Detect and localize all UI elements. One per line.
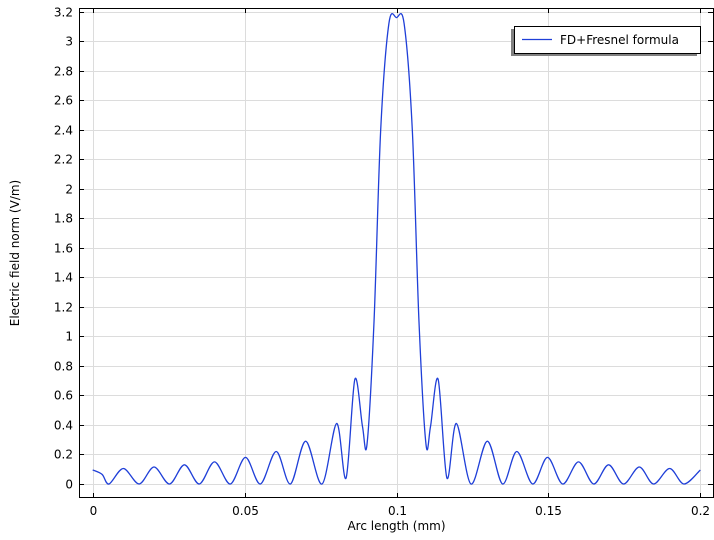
y-tick-label: 1.4	[54, 271, 73, 285]
legend-label: FD+Fresnel formula	[560, 33, 679, 47]
y-tick-label: 1.2	[54, 301, 73, 315]
y-tick-label: 1.6	[54, 242, 73, 256]
legend: FD+Fresnel formula	[511, 26, 701, 56]
axis-ticks: 0 0.05 0.1 0.15 0.2 0 0.2 0.4 0.6 0.8 1 1.2 1.4 1.6 1.…	[54, 6, 713, 518]
x-axis-title: Arc length (mm)	[347, 519, 445, 533]
y-tick-label: 3.2	[54, 6, 73, 20]
series-line	[92, 13, 701, 485]
y-tick-label: 0.6	[54, 389, 73, 403]
y-tick-label: 2.4	[54, 124, 73, 138]
y-tick-label: 3	[65, 35, 73, 49]
y-tick-label: 1.8	[54, 212, 73, 226]
y-axis-title: Electric field norm (V/m)	[8, 180, 22, 326]
x-tick-label: 0.05	[232, 504, 259, 518]
series-layer	[92, 13, 701, 485]
legend-box	[514, 26, 701, 54]
y-tick-label: 0.4	[54, 419, 73, 433]
x-tick-label: 0.1	[388, 504, 407, 518]
y-tick-label: 2.8	[54, 65, 73, 79]
y-tick-label: 2.6	[54, 94, 73, 108]
y-tick-label: 1	[65, 330, 73, 344]
y-tick-label: 2.2	[54, 153, 73, 167]
y-tick-label: 0.8	[54, 360, 73, 374]
x-tick-label: 0.15	[535, 504, 562, 518]
y-tick-label: 0.2	[54, 448, 73, 462]
y-tick-label: 0	[65, 478, 73, 492]
x-tick-label: 0	[90, 504, 98, 518]
grid-lines	[79, 8, 714, 498]
x-tick-label: 0.2	[691, 504, 710, 518]
y-tick-label: 2	[65, 183, 73, 197]
